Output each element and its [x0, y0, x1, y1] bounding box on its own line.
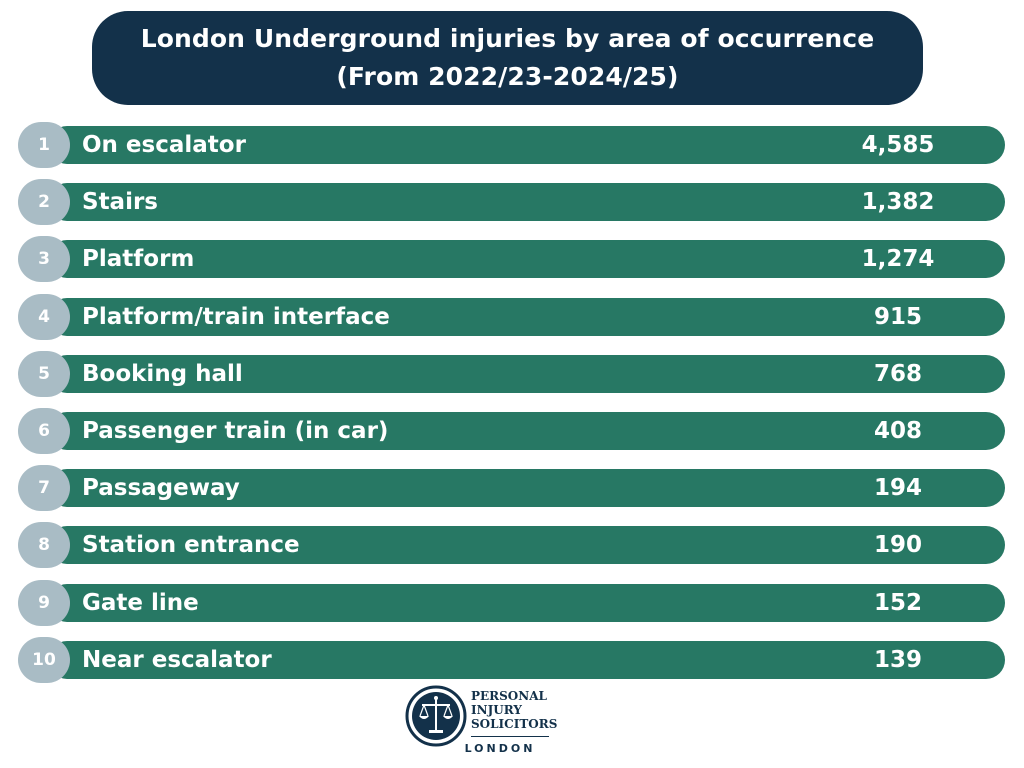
ranking-row: 1 On escalator 4,585	[18, 122, 1005, 168]
row-bar	[48, 126, 1005, 164]
row-bar	[48, 354, 1005, 393]
row-label: Stairs	[82, 189, 158, 216]
row-value: 408	[873, 418, 922, 444]
row-label: Passageway	[82, 475, 240, 502]
chart-title-box: London Underground injuries by area of o…	[92, 11, 923, 105]
rank-badge: 2	[18, 179, 70, 226]
ranking-row: 8 Station entrance 190	[18, 522, 1005, 569]
row-value: 139	[873, 646, 922, 673]
rank-badge: 3	[18, 236, 70, 283]
row-label: Platform/train interface	[82, 303, 390, 330]
row-value: 1,382	[861, 189, 935, 216]
rank-badge: 8	[18, 522, 70, 569]
logo-line-3: SOLICITORS	[471, 717, 558, 731]
row-label: On escalator	[82, 132, 246, 158]
rank-badge: 7	[18, 465, 70, 512]
row-bar	[48, 469, 1005, 508]
ranking-row: 3 Platform 1,274	[18, 236, 1005, 283]
row-bar	[48, 412, 1005, 450]
row-label: Near escalator	[82, 646, 272, 673]
chart-subtitle: (From 2022/23-2024/25)	[336, 62, 679, 91]
logo-divider	[471, 736, 549, 737]
ranking-row: 7 Passageway 194	[18, 465, 1005, 512]
row-value: 152	[873, 589, 922, 616]
ranking-row: 10 Near escalator 139	[18, 636, 1005, 683]
rank-badge: 9	[18, 579, 70, 626]
logo-line-1: PERSONAL	[471, 689, 547, 703]
row-label: Passenger train (in car)	[82, 418, 389, 444]
row-value: 915	[873, 303, 922, 330]
ranking-row: 6 Passenger train (in car) 408	[18, 408, 1005, 454]
ranking-row: 2 Stairs 1,382	[18, 179, 1005, 226]
row-label: Gate line	[82, 589, 199, 616]
row-bar	[48, 297, 1005, 336]
brand-logo: PERSONAL INJURY SOLICITORS LONDON	[405, 685, 557, 761]
row-value: 1,274	[861, 246, 935, 273]
rank-badge: 5	[18, 350, 70, 397]
row-bar	[48, 526, 1005, 565]
row-bar	[48, 640, 1005, 679]
chart-title: London Underground injuries by area of o…	[140, 24, 875, 53]
rank-badge: 1	[18, 122, 70, 168]
ranking-row: 5 Booking hall 768	[18, 350, 1005, 397]
row-bar	[48, 183, 1005, 222]
row-bar	[48, 240, 1005, 279]
row-label: Station entrance	[82, 532, 300, 559]
row-label: Platform	[82, 246, 195, 273]
rank-badge: 10	[18, 636, 70, 683]
row-bar	[48, 583, 1005, 622]
rank-badge: 4	[18, 293, 70, 340]
logo-wordmark: PERSONAL INJURY SOLICITORS	[471, 689, 557, 731]
logo-line-2: INJURY	[471, 703, 522, 717]
row-value: 768	[873, 360, 922, 387]
row-label: Booking hall	[82, 360, 243, 387]
row-value: 190	[873, 532, 922, 559]
row-value: 194	[873, 475, 922, 502]
ranking-row: 4 Platform/train interface 915	[18, 293, 1005, 340]
ranking-row: 9 Gate line 152	[18, 579, 1005, 626]
rank-badge: 6	[18, 408, 70, 454]
row-value: 4,585	[861, 132, 935, 158]
scales-of-justice-icon	[405, 685, 467, 747]
logo-city: LONDON	[464, 742, 536, 755]
